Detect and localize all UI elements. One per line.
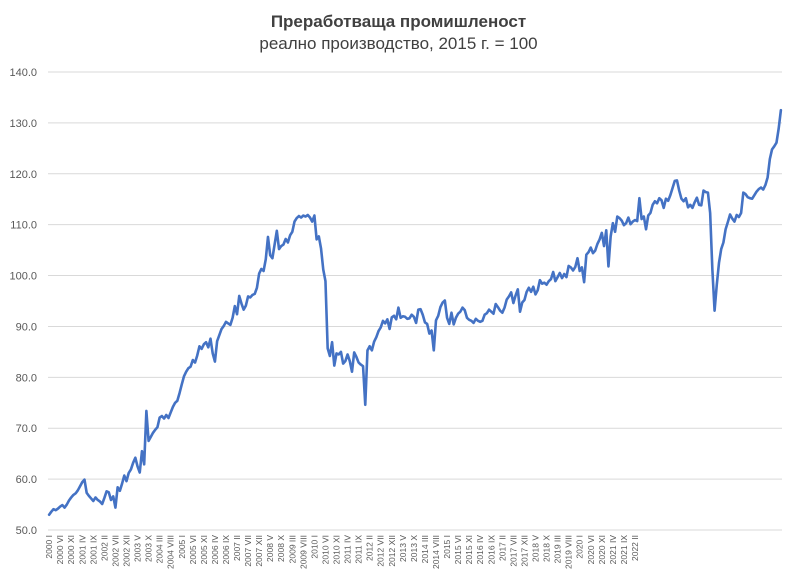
y-tick-label: 80.0 bbox=[16, 372, 37, 384]
x-tick-label: 2022 II bbox=[630, 535, 640, 561]
x-tick-label: 2008 X bbox=[276, 535, 286, 562]
x-tick-label: 2002 VII bbox=[110, 535, 120, 567]
x-tick-label: 2021 IX bbox=[619, 535, 629, 565]
x-tick-label: 2012 XII bbox=[387, 535, 397, 567]
x-tick-label: 2012 II bbox=[365, 535, 375, 561]
chart-subtitle: реално производство, 2015 г. = 100 bbox=[259, 34, 538, 53]
x-tick-label: 2016 IX bbox=[486, 535, 496, 565]
y-tick-label: 140.0 bbox=[9, 67, 37, 79]
x-tick-label: 2007 XII bbox=[254, 535, 264, 567]
x-tick-label: 2003 X bbox=[144, 535, 154, 562]
x-tick-label: 2017 XII bbox=[519, 535, 529, 567]
x-tick-label: 2017 VII bbox=[508, 535, 518, 567]
x-tick-label: 2019 III bbox=[553, 535, 563, 563]
x-tick-label: 2009 III bbox=[287, 535, 297, 563]
x-tick-label: 2007 II bbox=[232, 535, 242, 561]
x-tick-label: 2018 V bbox=[530, 535, 540, 562]
x-tick-label: 2013 V bbox=[398, 535, 408, 562]
series-line bbox=[47, 108, 783, 517]
x-tick-label: 2001 IV bbox=[77, 535, 87, 565]
y-tick-label: 70.0 bbox=[16, 423, 37, 435]
x-tick-label: 2016 IV bbox=[475, 535, 485, 565]
x-tick-label: 2020 I bbox=[575, 535, 585, 559]
x-tick-label: 2019 VIII bbox=[564, 535, 574, 569]
x-tick-label: 2005 VI bbox=[188, 535, 198, 564]
x-tick-label: 2010 VI bbox=[320, 535, 330, 564]
x-tick-label: 2003 V bbox=[133, 535, 143, 562]
x-tick-label: 2012 VII bbox=[376, 535, 386, 567]
x-tick-label: 2021 IV bbox=[608, 535, 618, 565]
x-axis: 2000 I 2000 VI 2000 XI 2001 IV 2001 IX 2002 I… bbox=[44, 535, 640, 569]
x-tick-label: 2018 X bbox=[542, 535, 552, 562]
x-tick-label: 2013 X bbox=[409, 535, 419, 562]
x-tick-label: 2005 I bbox=[177, 535, 187, 559]
y-tick-label: 130.0 bbox=[9, 118, 37, 130]
y-tick-label: 120.0 bbox=[9, 169, 37, 181]
y-tick-label: 100.0 bbox=[9, 271, 37, 283]
x-tick-label: 2004 VIII bbox=[166, 535, 176, 569]
gridlines bbox=[48, 71, 782, 531]
x-tick-label: 2002 II bbox=[99, 535, 109, 561]
x-tick-label: 2006 IX bbox=[221, 535, 231, 565]
x-tick-label: 2002 XII bbox=[121, 535, 131, 567]
x-tick-label: 2014 III bbox=[420, 535, 430, 563]
x-tick-label: 2010 I bbox=[309, 535, 319, 559]
x-tick-label: 2009 VIII bbox=[298, 535, 308, 569]
x-tick-label: 2014 VIII bbox=[431, 535, 441, 569]
x-tick-label: 2006 IV bbox=[210, 535, 220, 565]
x-tick-label: 2010 XI bbox=[332, 535, 342, 564]
x-tick-label: 2020 VI bbox=[586, 535, 596, 564]
x-tick-label: 2011 IX bbox=[354, 535, 364, 564]
x-tick-label: 2008 V bbox=[265, 535, 275, 562]
x-tick-label: 2017 II bbox=[497, 535, 507, 561]
y-tick-label: 110.0 bbox=[10, 220, 37, 232]
x-tick-label: 2015 I bbox=[442, 535, 452, 559]
x-tick-label: 2011 IV bbox=[343, 535, 353, 564]
x-tick-label: 2000 VI bbox=[55, 535, 65, 564]
y-tick-label: 60.0 bbox=[16, 474, 37, 486]
y-tick-label: 90.0 bbox=[16, 321, 37, 333]
chart-title: Преработваща промишленост bbox=[270, 12, 527, 31]
x-tick-label: 2000 I bbox=[44, 535, 54, 559]
x-tick-label: 2015 XI bbox=[464, 535, 474, 564]
x-tick-label: 2000 XI bbox=[66, 535, 76, 564]
x-tick-label: 2020 XI bbox=[597, 535, 607, 564]
x-tick-label: 2015 VI bbox=[453, 535, 463, 564]
y-axis: 50.0 60.0 70.0 80.0 90.0 100.0 110.0 120.0 130.0… bbox=[9, 67, 37, 537]
plot-area bbox=[47, 108, 783, 517]
x-tick-label: 2001 IX bbox=[88, 535, 98, 565]
x-tick-label: 2007 VII bbox=[243, 535, 253, 567]
x-tick-label: 2005 XI bbox=[199, 535, 209, 564]
x-tick-label: 2004 III bbox=[155, 535, 165, 563]
y-tick-label: 50.0 bbox=[16, 525, 37, 537]
